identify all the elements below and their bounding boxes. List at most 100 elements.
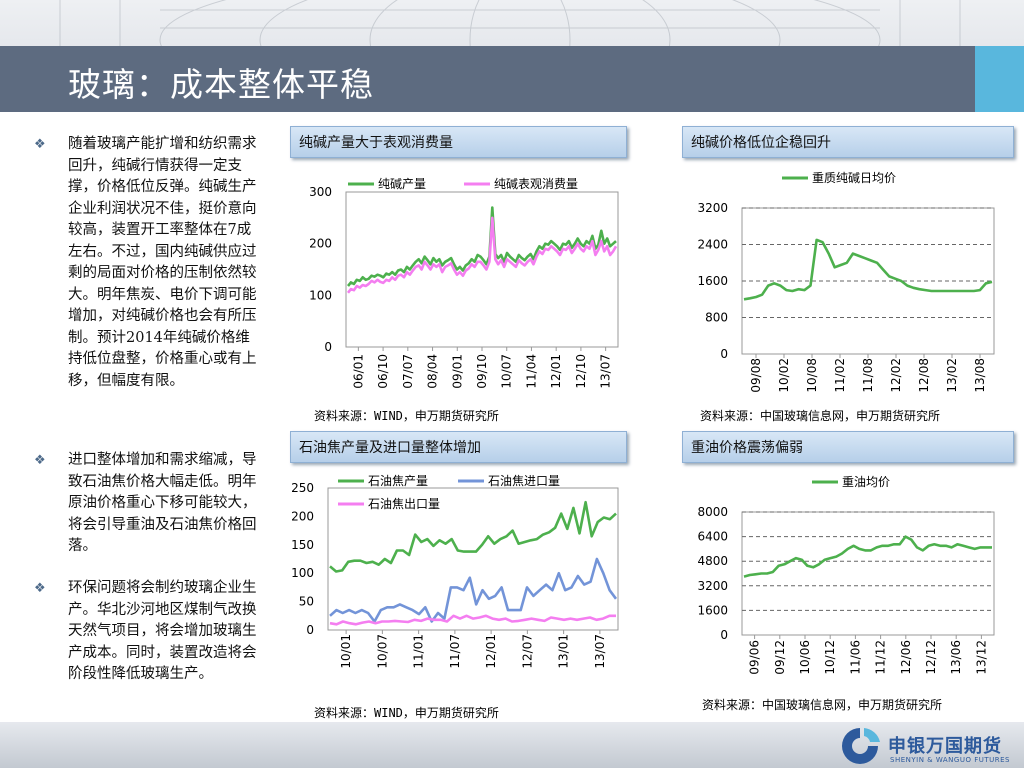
x-tick-label: 10/01 [339, 634, 353, 669]
x-tick-label: 11/01 [412, 634, 426, 669]
logo-subtext: SHENYIN & WANGUO FUTURES [890, 756, 1010, 764]
y-tick-label: 8000 [697, 505, 728, 519]
source-note: 资料来源：中国玻璃信息网，申万期货研究所 [702, 698, 943, 712]
y-tick-label: 4800 [697, 554, 728, 568]
series-line [329, 557, 618, 623]
plot-area [345, 191, 619, 348]
x-tick-label: 10/08 [805, 358, 819, 393]
y-tick-label: 6400 [697, 530, 728, 544]
chart-petcoke: 0 50 100 150 200 250 10/01 10/07 11/01 11/07 12/01… [291, 474, 619, 669]
y-tick-label: 200 [309, 237, 332, 251]
x-tick-label: 11/08 [861, 358, 875, 393]
x-tick-label: 10/07 [500, 354, 514, 389]
legend-label: 石油焦进口量 [488, 474, 560, 488]
diamond-bullet-icon: ❖ [34, 137, 46, 152]
series-line [329, 500, 617, 573]
series-line [743, 238, 993, 301]
x-tick-label: 12/08 [917, 358, 931, 393]
title-bar-accent [975, 46, 1024, 112]
x-tick-label: 10/02 [777, 358, 791, 393]
y-tick-label: 100 [309, 288, 332, 302]
legend-label: 重油均价 [842, 475, 890, 489]
y-tick-label: 300 [309, 185, 332, 199]
series-line [346, 216, 618, 294]
x-tick-label: 12/06 [899, 640, 913, 675]
bullet-text: 随着玻璃产能扩增和纺织需求回升，纯碱行情获得一定支撑，价格低位反弹。纯碱生产企业… [68, 136, 257, 389]
diamond-bullet-icon: ❖ [34, 581, 46, 596]
legend-label: 石油焦产量 [368, 474, 428, 488]
chart-heavy-oil: 0 1600 3200 4800 6400 8000 09/06 09/12 10/06 10/1… [697, 475, 995, 675]
chart-soda-output: 0 100 200 300 06/01 06/10 07/07 08/04 09/01 09/10… [309, 177, 619, 389]
x-tick-label: 13/07 [593, 634, 607, 669]
legend-label: 重质纯碱日均价 [812, 171, 896, 185]
y-tick-label: 100 [291, 566, 314, 580]
y-tick-label: 0 [324, 340, 332, 354]
y-tick-label: 50 [299, 595, 314, 609]
series-line [329, 614, 616, 626]
y-tick-label: 800 [705, 311, 728, 325]
x-tick-label: 11/02 [833, 358, 847, 393]
y-tick-label: 0 [306, 623, 314, 637]
source-note: 资料来源：WIND，申万期货研究所 [314, 409, 499, 423]
x-tick-label: 11/06 [848, 640, 862, 675]
globe-graphic [59, 0, 961, 50]
bullet-item: ❖ 环保问题将会制约玻璃企业生产。华北沙河地区煤制气改换天然气项目，将会增加玻璃… [34, 578, 264, 686]
x-tick-label: 13/12 [974, 640, 988, 675]
company-logo-icon [842, 728, 880, 764]
diamond-bullet-icon: ❖ [34, 453, 46, 468]
y-tick-label: 250 [291, 481, 314, 495]
chart-soda-price: 0 800 1600 2400 3200 09/08 10/02 10/08 11/02 11/0… [697, 171, 995, 393]
x-tick-label: 09/10 [475, 354, 489, 389]
legend-label: 石油焦出口量 [368, 497, 440, 511]
y-tick-label: 3200 [697, 201, 728, 215]
x-tick-label: 12/01 [484, 634, 498, 669]
x-tick-label: 06/01 [351, 354, 365, 389]
x-tick-label: 13/07 [599, 354, 613, 389]
plot-area [741, 511, 995, 636]
x-tick-label: 11/12 [874, 640, 888, 675]
y-tick-label: 150 [291, 538, 314, 552]
series-line [743, 535, 992, 578]
y-tick-label: 200 [291, 509, 314, 523]
x-tick-label: 12/12 [924, 640, 938, 675]
bullet-text: 进口整体增加和需求缩减，导致石油焦价格大幅走低。明年原油价格重心下移可能较大，将… [68, 452, 257, 554]
legend-label: 纯碱产量 [378, 177, 426, 191]
x-tick-label: 08/04 [426, 354, 440, 389]
x-tick-label: 09/12 [773, 640, 787, 675]
x-tick-label: 10/06 [798, 640, 812, 675]
y-tick-label: 2400 [697, 238, 728, 252]
x-tick-label: 06/10 [376, 354, 390, 389]
source-note: 资料来源：中国玻璃信息网，申万期货研究所 [700, 409, 941, 423]
logo-text: 申银万国期货 [888, 736, 1002, 757]
x-tick-label: 10/12 [823, 640, 837, 675]
x-tick-label: 13/06 [949, 640, 963, 675]
x-tick-label: 12/10 [574, 354, 588, 389]
x-tick-label: 12/02 [889, 358, 903, 393]
y-tick-label: 3200 [697, 579, 728, 593]
series-line [346, 206, 617, 287]
bullet-item: ❖ 进口整体增加和需求缩减，导致石油焦价格大幅走低。明年原油价格重心下移可能较大… [34, 450, 264, 558]
x-tick-label: 12/07 [520, 634, 534, 669]
plot-area [327, 487, 619, 631]
y-tick-label: 0 [720, 628, 728, 642]
bullet-item: ❖ 随着玻璃产能扩增和纺织需求回升，纯碱行情获得一定支撑，价格低位反弹。纯碱生产… [34, 134, 264, 392]
page-title: 玻璃：成本整体平稳 [68, 65, 374, 104]
x-tick-label: 07/07 [401, 354, 415, 389]
x-tick-label: 09/01 [450, 354, 464, 389]
y-tick-label: 1600 [697, 603, 728, 617]
panel-title-soda-output: 纯碱产量大于表观消费量 [290, 126, 627, 158]
bullet-text: 环保问题将会制约玻璃企业生产。华北沙河地区煤制气改换天然气项目，将会增加玻璃生产… [68, 580, 257, 682]
x-tick-label: 11/07 [448, 634, 462, 669]
panel-title-petcoke: 石油焦产量及进口量整体增加 [290, 431, 627, 463]
source-note: 资料来源：WIND，申万期货研究所 [314, 706, 499, 720]
y-tick-label: 1600 [697, 274, 728, 288]
x-tick-label: 09/08 [749, 358, 763, 393]
x-tick-label: 11/04 [524, 354, 538, 389]
header-banner: 玻璃：成本整体平稳 [0, 0, 1024, 112]
x-tick-label: 13/01 [557, 634, 571, 669]
legend-label: 纯碱表观消费量 [494, 177, 578, 191]
panel-title-soda-price: 纯碱价格低位企稳回升 [682, 126, 1014, 158]
x-tick-label: 10/07 [375, 634, 389, 669]
panel-title-heavy-oil: 重油价格震荡偏弱 [682, 431, 1014, 463]
y-tick-label: 0 [720, 347, 728, 361]
